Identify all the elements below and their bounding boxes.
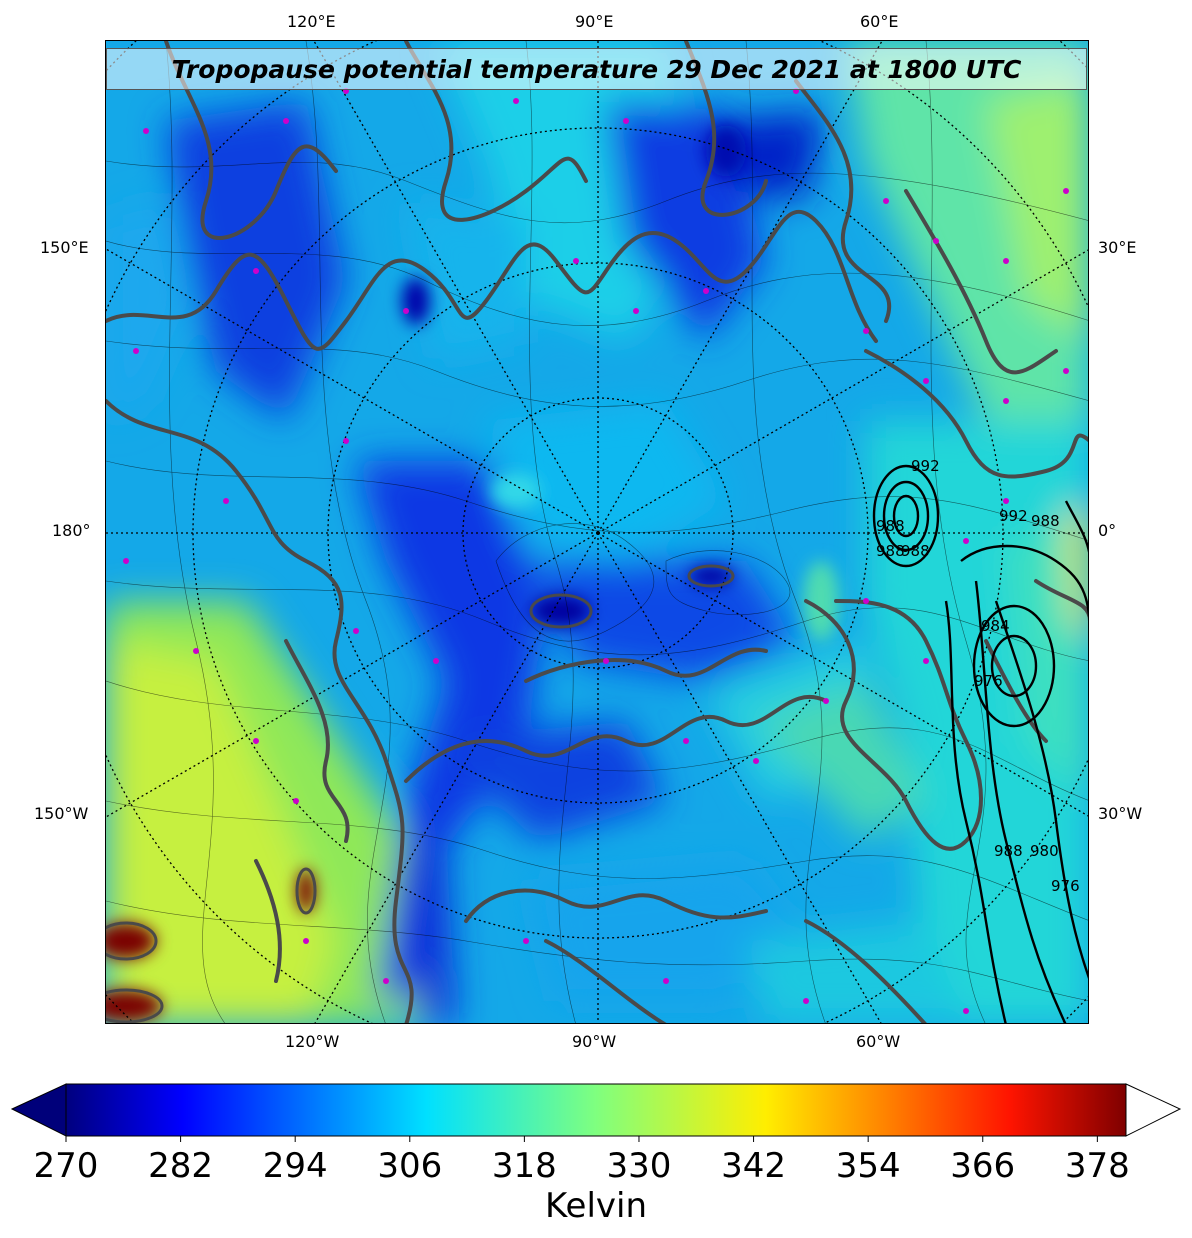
pressure-label: 976 bbox=[974, 672, 1003, 690]
lon-label-left-3: 150°W bbox=[34, 804, 89, 823]
colorbar-gradient bbox=[65, 1083, 1127, 1137]
pressure-label: 992 bbox=[999, 507, 1028, 525]
lon-label-top-3: 60°E bbox=[860, 12, 899, 31]
lon-label-right-3: 30°W bbox=[1098, 804, 1143, 823]
field-details bbox=[106, 125, 839, 1022]
lon-label-top-1: 120°E bbox=[287, 12, 336, 31]
graticule bbox=[106, 41, 1088, 1023]
colorbar-tick-label: 342 bbox=[721, 1146, 787, 1186]
lon-label-left-2: 180° bbox=[52, 521, 91, 540]
lon-label-bottom-2: 90°W bbox=[572, 1032, 617, 1051]
pressure-label: 988 bbox=[876, 517, 905, 535]
colorbar-tick-label: 294 bbox=[262, 1146, 328, 1186]
lon-label-top-2: 90°E bbox=[575, 12, 614, 31]
lon-label-bottom-1: 120°W bbox=[285, 1032, 340, 1051]
temperature-field bbox=[106, 41, 1088, 1023]
map-svg: 992 988 988 988 992 988 984 976 988 980 … bbox=[106, 41, 1088, 1023]
lon-label-right-1: 30°E bbox=[1098, 238, 1137, 257]
colorbar-tick-label: 330 bbox=[606, 1146, 672, 1186]
title-box: Tropopause potential temperature 29 Dec … bbox=[106, 48, 1087, 90]
pressure-label: 992 bbox=[911, 457, 940, 475]
colorbar-tick-label: 270 bbox=[33, 1146, 99, 1186]
pressure-contours bbox=[872, 464, 1088, 1023]
pressure-label: 984 bbox=[981, 617, 1010, 635]
colorbar-tick-label: 366 bbox=[950, 1146, 1016, 1186]
colorbar-tick-label: 378 bbox=[1064, 1146, 1130, 1186]
lon-label-left-1: 150°E bbox=[40, 238, 89, 257]
colorbar-tick-label: 318 bbox=[491, 1146, 557, 1186]
pressure-label: 976 bbox=[1051, 877, 1080, 895]
colorbar-label: Kelvin bbox=[544, 1186, 648, 1226]
pressure-label: 988 bbox=[994, 842, 1023, 860]
map-title: Tropopause potential temperature 29 Dec … bbox=[171, 54, 1022, 84]
colorbar bbox=[10, 1083, 1182, 1142]
lon-label-bottom-3: 60°W bbox=[856, 1032, 901, 1051]
coastlines bbox=[106, 41, 1088, 1023]
lon-label-right-2: 0° bbox=[1098, 521, 1117, 540]
pressure-label: 988 bbox=[876, 542, 905, 560]
colorbar-under-arrow bbox=[10, 1083, 67, 1137]
colorbar-over-arrow bbox=[1125, 1083, 1182, 1137]
station-markers bbox=[123, 88, 1069, 1014]
colorbar-tick-label: 354 bbox=[835, 1146, 901, 1186]
colorbar-tick-label: 282 bbox=[148, 1146, 214, 1186]
colorbar-tick-label: 306 bbox=[377, 1146, 443, 1186]
map-panel: 992 988 988 988 992 988 984 976 988 980 … bbox=[105, 40, 1089, 1024]
theta-contours bbox=[106, 41, 1088, 1023]
hot-blob-outlines bbox=[106, 564, 735, 1023]
pressure-labels: 992 988 988 988 992 988 984 976 988 980 … bbox=[876, 457, 1080, 895]
pressure-label: 988 bbox=[901, 542, 930, 560]
pressure-label: 980 bbox=[1030, 842, 1059, 860]
pressure-label: 988 bbox=[1031, 512, 1060, 530]
